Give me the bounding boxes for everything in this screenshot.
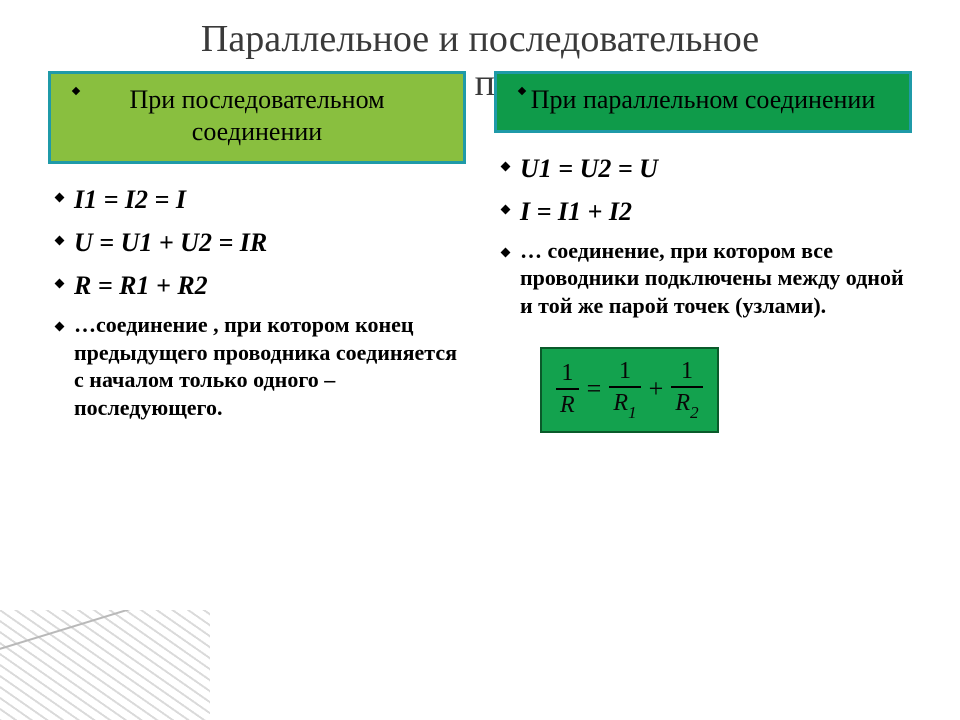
plus-sign: + <box>641 374 672 404</box>
header-parallel: При параллельном соединении <box>494 71 912 132</box>
corner-line <box>0 610 210 656</box>
subscript: 1 <box>628 403 637 422</box>
list-item: R = R1 + R2 <box>52 268 466 303</box>
formula-text: U = U1 + U2 = IR <box>74 228 267 257</box>
bullet-icon <box>518 87 526 95</box>
column-right: При параллельном соединении U1 = U2 = U … <box>494 71 912 433</box>
numerator: 1 <box>557 361 577 385</box>
denominator: R <box>556 393 579 417</box>
formula-text: R = R1 + R2 <box>74 271 208 300</box>
denom-var: R <box>675 390 690 416</box>
list-item: U = U1 + U2 = IR <box>52 225 466 260</box>
denominator: R1 <box>609 391 640 419</box>
slide: Параллельное и последовательное соединен… <box>0 0 960 720</box>
formula-text: I1 = I2 = I <box>74 185 186 214</box>
fraction-formula-box: 1 R = 1 R1 + 1 R2 <box>540 347 719 433</box>
column-left: При последовательном соединении I1 = I2 … <box>48 71 466 433</box>
denom-var: R <box>613 390 628 416</box>
columns: При последовательном соединении I1 = I2 … <box>30 71 930 433</box>
header-series: При последовательном соединении <box>48 71 466 163</box>
numerator: 1 <box>615 359 635 383</box>
fraction-term-2: 1 R2 <box>671 359 702 419</box>
list-item: U1 = U2 = U <box>498 151 912 186</box>
fraction-term-1: 1 R1 <box>609 359 640 419</box>
bullet-icon <box>72 87 80 95</box>
corner-decoration <box>0 610 210 720</box>
denominator: R2 <box>671 391 702 419</box>
list-item: I1 = I2 = I <box>52 182 466 217</box>
fraction-bar <box>556 388 579 390</box>
title-line-1: Параллельное и последовательное <box>30 18 930 62</box>
fraction-bar <box>671 386 702 388</box>
subscript: 2 <box>690 403 699 422</box>
list-series: I1 = I2 = I U = U1 + U2 = IR R = R1 + R2… <box>48 182 466 421</box>
denom-var: R <box>560 392 575 418</box>
description-text: … соединение, при котором все проводники… <box>520 238 904 318</box>
formula-text: U1 = U2 = U <box>520 154 658 183</box>
fraction-formula: 1 R = 1 R1 + 1 R2 <box>556 359 703 419</box>
list-item: I = I1 + I2 <box>498 194 912 229</box>
fraction-lhs: 1 R <box>556 361 579 417</box>
list-item: …соединение , при котором конец предыдущ… <box>52 311 466 421</box>
list-item: … соединение, при котором все проводники… <box>498 237 912 320</box>
equals-sign: = <box>579 374 610 404</box>
formula-text: I = I1 + I2 <box>520 197 632 226</box>
list-parallel: U1 = U2 = U I = I1 + I2 … соединение, пр… <box>494 151 912 320</box>
header-text: При последовательном соединении <box>129 85 384 145</box>
numerator: 1 <box>677 359 697 383</box>
fraction-bar <box>609 386 640 388</box>
description-text: …соединение , при котором конец предыдущ… <box>74 312 457 420</box>
header-text: При параллельном соединении <box>531 85 876 114</box>
